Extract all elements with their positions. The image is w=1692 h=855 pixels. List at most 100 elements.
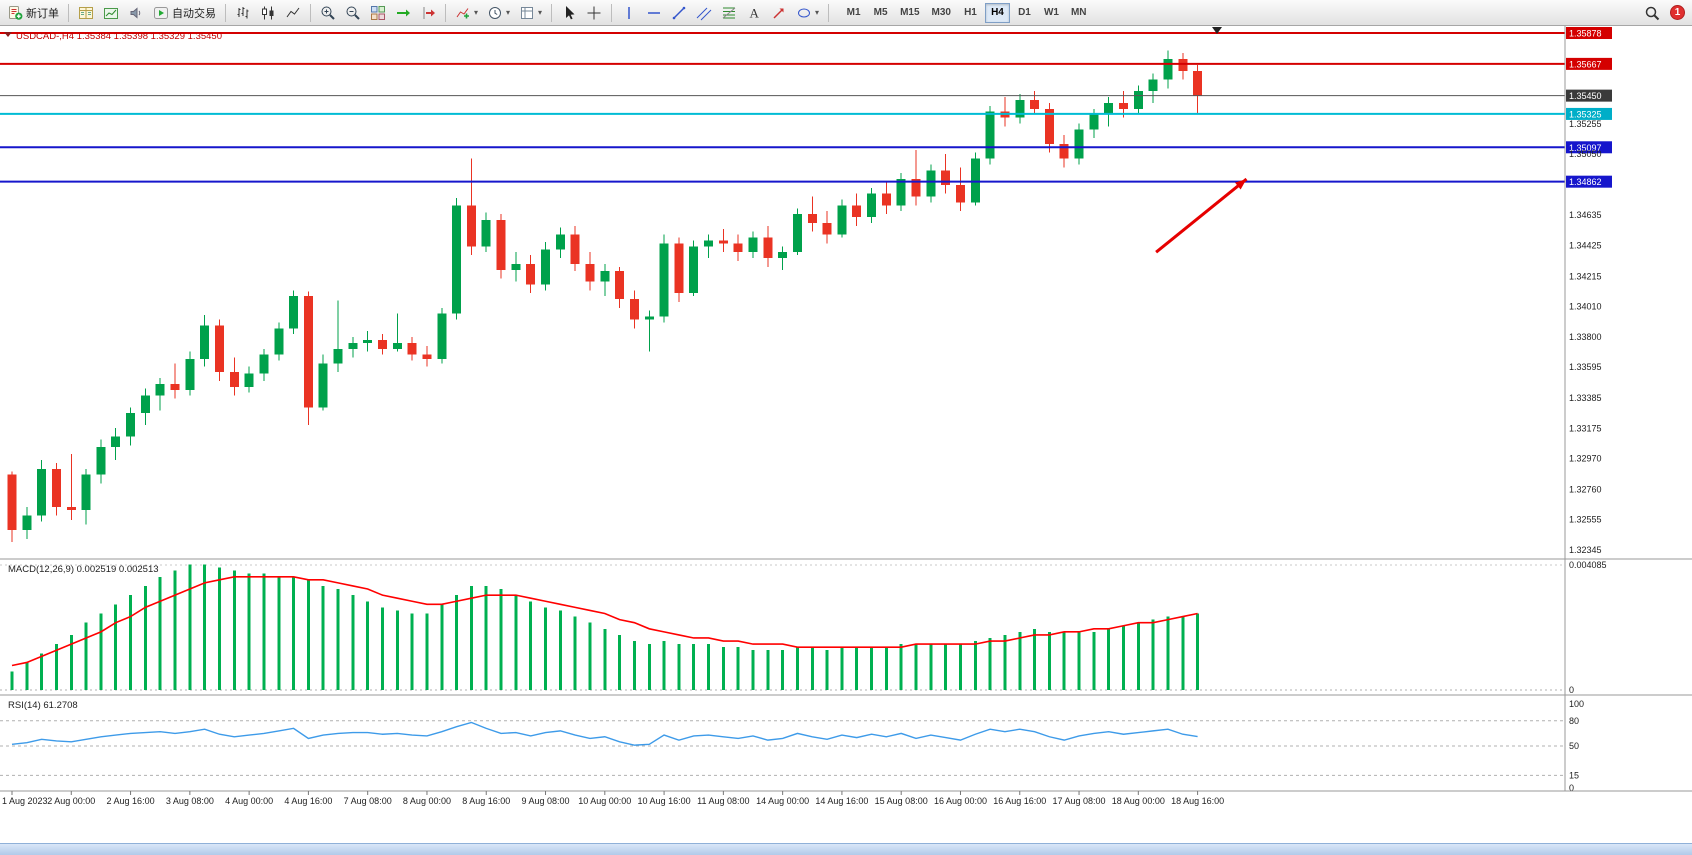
candle-down <box>629 299 639 320</box>
price-tag <box>1566 27 1612 39</box>
shapes-tool-button[interactable]: ▾ <box>792 2 823 24</box>
candle-up <box>22 515 32 531</box>
dropdown-caret-icon: ▾ <box>474 7 479 17</box>
market-watch-icon <box>78 5 94 21</box>
candle-down <box>1193 70 1203 96</box>
macd-bar <box>884 647 888 690</box>
macd-bar <box>232 570 236 690</box>
candle-up <box>837 205 847 235</box>
time-axis-label: 4 Aug 00:00 <box>225 796 273 806</box>
timeframe-m1-button[interactable]: M1 <box>841 3 866 23</box>
macd-axis-label: 0.004085 <box>1569 560 1607 570</box>
candle-down <box>911 179 921 197</box>
candlestick-chart-button[interactable] <box>256 2 280 24</box>
templates-icon <box>519 5 535 21</box>
line-chart-button[interactable] <box>281 2 305 24</box>
tile-windows-icon <box>370 5 386 21</box>
trendline-tool-button[interactable] <box>667 2 691 24</box>
indicators-button[interactable]: ▾ <box>451 2 482 24</box>
timeframe-m15-button[interactable]: M15 <box>895 3 924 23</box>
price-tag <box>1566 141 1612 154</box>
candle-down <box>615 271 625 300</box>
timeframes-toolbar: M1 M5 M15 M30 H1 H4 D1 W1 MN <box>840 2 1092 23</box>
vertical-line-tool-button[interactable] <box>617 2 641 24</box>
time-axis-label: 2 Aug 16:00 <box>107 796 155 806</box>
notification-badge[interactable]: 1 <box>1670 5 1685 20</box>
macd-bar <box>1003 634 1007 690</box>
tile-windows-button[interactable] <box>366 2 390 24</box>
zoom-out-button[interactable] <box>341 2 365 24</box>
macd-bar <box>1018 631 1022 690</box>
macd-bar <box>203 564 207 690</box>
time-axis-label: 9 Aug 08:00 <box>521 796 569 806</box>
price-axis-label: 1.35255 <box>1569 119 1602 129</box>
market-watch-button[interactable] <box>74 2 98 24</box>
crosshair-button[interactable] <box>582 2 606 24</box>
sounds-button[interactable] <box>124 2 148 24</box>
macd-bar <box>158 576 162 690</box>
macd-bar <box>277 576 281 690</box>
macd-bar <box>69 634 73 690</box>
time-axis-label: 4 Aug 16:00 <box>284 796 332 806</box>
chart-shift-marker-icon[interactable] <box>1212 27 1222 34</box>
price-chart[interactable]: 1.35878 1.35667 1.35450 1.35325 1.35097 1.348… <box>0 26 1692 843</box>
zoom-in-button[interactable] <box>316 2 340 24</box>
macd-bar <box>336 589 340 690</box>
new-order-button[interactable]: 新订单 <box>3 2 63 24</box>
candle-up <box>244 373 254 387</box>
macd-label: MACD(12,26,9) 0.002519 0.002513 <box>8 564 159 575</box>
macd-bar <box>1047 631 1051 690</box>
candle-down <box>733 243 743 253</box>
timeframe-h4-button[interactable]: H4 <box>984 2 1010 23</box>
time-axis-label: 3 Aug 08:00 <box>166 796 214 806</box>
candle-up <box>689 246 699 294</box>
timeframe-mn-button[interactable]: MN <box>1066 3 1092 23</box>
timeframe-d1-button[interactable]: D1 <box>1012 3 1037 23</box>
templates-button[interactable]: ▾ <box>515 2 546 24</box>
candle-up <box>778 252 788 259</box>
horizontal-line-tool-button[interactable] <box>642 2 666 24</box>
macd-bar <box>25 662 29 690</box>
rsi-label: RSI(14) 61.2708 <box>8 700 78 711</box>
profiles-button[interactable] <box>99 2 123 24</box>
candle-up <box>437 313 447 360</box>
text-tool-button[interactable]: A <box>742 2 766 24</box>
autotrading-label: 自动交易 <box>172 7 216 20</box>
chart-shift-button[interactable] <box>416 2 440 24</box>
candle-down <box>422 354 432 360</box>
timeframe-m30-button[interactable]: M30 <box>927 3 956 23</box>
cursor-button[interactable] <box>557 2 581 24</box>
candle-down <box>941 170 951 185</box>
time-axis-label: 16 Aug 00:00 <box>934 796 987 806</box>
bar-chart-button[interactable] <box>231 2 255 24</box>
macd-bar <box>366 601 370 690</box>
macd-bar <box>188 564 192 690</box>
auto-scroll-button[interactable] <box>391 2 415 24</box>
timeframe-w1-button[interactable]: W1 <box>1039 3 1064 23</box>
candle-up <box>644 316 654 320</box>
cursor-icon <box>561 5 577 21</box>
candle-down <box>570 234 580 264</box>
price-axis-label: 1.34425 <box>1569 241 1602 251</box>
trend-arrow[interactable] <box>1155 177 1248 254</box>
macd-bar <box>129 595 133 690</box>
arrows-tool-button[interactable] <box>767 2 791 24</box>
timeframe-m5-button[interactable]: M5 <box>868 3 893 23</box>
periods-button[interactable]: ▾ <box>483 2 514 24</box>
candle-up <box>348 342 358 349</box>
macd-bar <box>1166 616 1170 690</box>
macd-bar <box>455 595 459 690</box>
dropdown-caret-icon: ▾ <box>538 7 543 17</box>
candle-up <box>318 363 328 408</box>
price-axis-label: 1.34215 <box>1569 271 1602 281</box>
candle-up <box>600 271 610 282</box>
fibonacci-tool-button[interactable] <box>717 2 741 24</box>
timeframe-h1-button[interactable]: H1 <box>958 3 983 23</box>
chart-shift-icon <box>420 5 436 21</box>
macd-bar <box>944 644 948 690</box>
search-button[interactable] <box>1640 2 1664 24</box>
autotrading-button[interactable]: 自动交易 <box>149 2 220 24</box>
channel-tool-button[interactable] <box>692 2 716 24</box>
candle-down <box>170 383 180 390</box>
candle-up <box>37 468 47 516</box>
